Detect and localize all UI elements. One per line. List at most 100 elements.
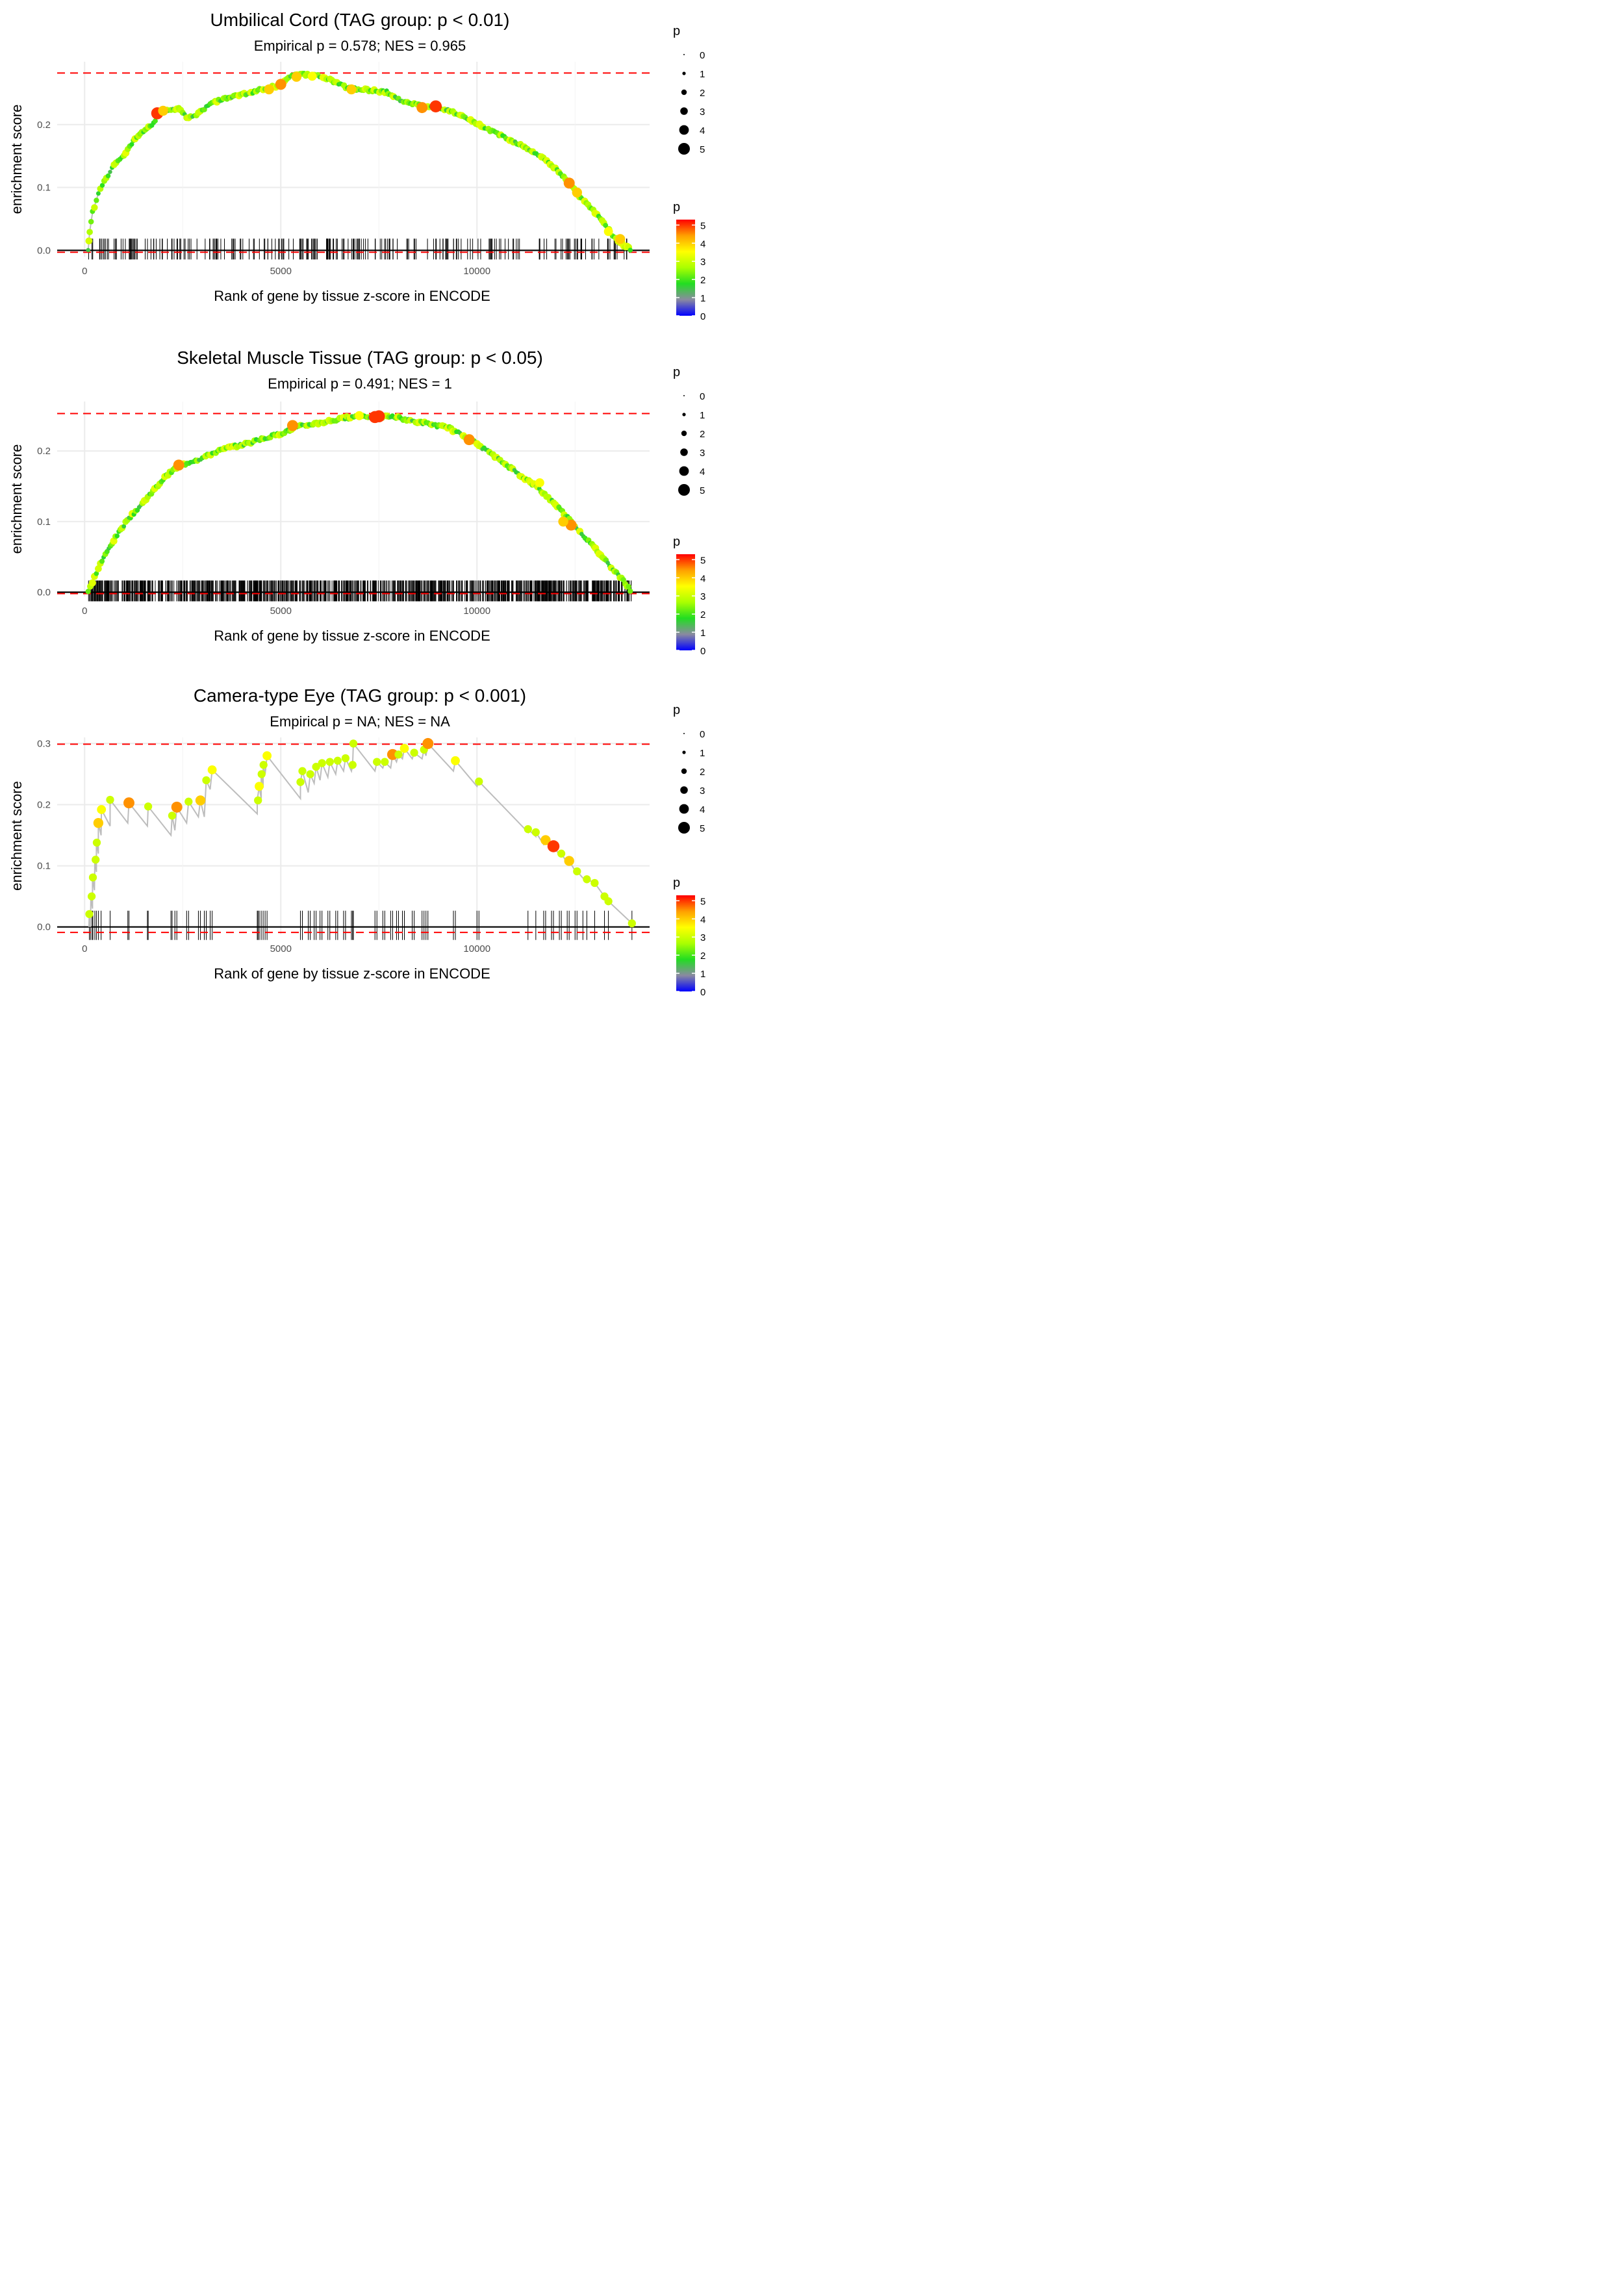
data-point	[114, 533, 120, 539]
highlight-point	[275, 79, 286, 90]
data-point	[86, 248, 90, 253]
size-legend-key	[679, 125, 689, 135]
data-point	[627, 588, 633, 594]
data-point	[85, 237, 93, 245]
size-legend-label: 1	[700, 410, 705, 421]
highlight-point	[572, 187, 582, 198]
highlight-point	[628, 919, 636, 928]
highlight-point	[349, 739, 358, 748]
x-tick-label: 0	[82, 943, 87, 954]
x-axis-label: Rank of gene by tissue z-score in ENCODE	[214, 628, 490, 644]
size-legend-key	[679, 804, 689, 814]
chart-panel-1: Umbilical Cord (TAG group: p < 0.01) Empi…	[8, 10, 650, 304]
color-legend-title: p	[673, 535, 680, 549]
size-legend-key	[682, 413, 686, 416]
y-tick-label: 0.0	[37, 922, 51, 933]
y-tick-label: 0.0	[37, 245, 51, 256]
size-legend-key	[682, 750, 686, 754]
y-tick-label: 0.3	[37, 738, 51, 749]
highlight-point	[475, 777, 483, 786]
data-point	[121, 524, 127, 529]
highlight-point	[615, 234, 626, 244]
legend-panel-2: p 0 1 2 3 4 5 p 5 4 3 2 1 0	[673, 365, 705, 657]
size-legend-key	[681, 768, 687, 774]
data-point	[88, 579, 96, 587]
y-axis-label: enrichment score	[8, 781, 25, 891]
highlight-point	[563, 177, 575, 189]
color-legend-label: 3	[700, 257, 705, 268]
size-legend-label: 1	[700, 748, 705, 759]
color-legend-title: p	[673, 200, 680, 214]
highlight-point	[97, 805, 107, 814]
highlight-point	[387, 748, 398, 760]
highlight-point	[87, 892, 96, 901]
size-legend-label: 0	[700, 50, 705, 61]
chart-title: Umbilical Cord (TAG group: p < 0.01)	[210, 10, 510, 30]
highlight-point	[171, 801, 183, 813]
size-legend-key	[681, 89, 687, 96]
size-legend-key	[683, 54, 685, 55]
size-legend-label: 0	[700, 729, 705, 740]
data-point	[99, 183, 105, 188]
color-legend-label: 5	[700, 555, 705, 566]
y-axis-label: enrichment score	[8, 105, 25, 214]
y-axis-label: enrichment score	[8, 444, 25, 554]
highlight-point	[410, 748, 418, 757]
chart-subtitle: Empirical p = 0.578; NES = 0.965	[254, 38, 466, 54]
highlight-point	[93, 818, 104, 828]
color-legend-label: 4	[700, 573, 705, 584]
highlight-point	[88, 873, 97, 882]
highlight-point	[451, 756, 460, 765]
figure: Umbilical Cord (TAG group: p < 0.01) Empi…	[0, 0, 715, 1001]
color-legend-label: 0	[700, 646, 705, 657]
color-legend-label: 3	[700, 591, 705, 602]
color-legend-label: 0	[700, 311, 705, 322]
curve-points	[85, 410, 633, 594]
color-bar	[676, 220, 695, 316]
size-legend-label: 0	[700, 391, 705, 402]
minor-grid	[182, 737, 576, 934]
color-legend-title: p	[673, 876, 680, 890]
x-tick-label: 5000	[270, 943, 292, 954]
size-legend-label: 4	[700, 125, 705, 136]
color-legend-label: 2	[700, 951, 705, 962]
color-legend-label: 2	[700, 609, 705, 620]
size-legend-key	[678, 484, 690, 496]
highlight-point	[254, 796, 262, 805]
x-axis-label: Rank of gene by tissue z-score in ENCODE	[214, 965, 490, 982]
size-legend-key	[678, 143, 690, 155]
size-legend-label: 4	[700, 804, 705, 815]
highlight-point	[355, 411, 364, 420]
highlight-point	[346, 84, 357, 95]
highlight-point	[262, 751, 272, 761]
color-bar	[676, 554, 695, 650]
size-legend-label: 2	[700, 429, 705, 440]
size-legend-key	[678, 822, 690, 834]
size-legend-title: p	[673, 24, 680, 38]
highlight-point	[341, 754, 350, 763]
size-legend-key	[680, 448, 688, 456]
chart-panel-2: Skeletal Muscle Tissue (TAG group: p < 0…	[8, 348, 650, 644]
data-point	[129, 142, 134, 147]
highlight-point	[565, 519, 577, 531]
x-tick-label: 10000	[463, 266, 490, 277]
highlight-point	[184, 797, 193, 806]
enrichment-curve	[87, 415, 633, 593]
highlight-point	[264, 84, 274, 95]
highlight-point	[307, 71, 317, 81]
size-legend-label: 2	[700, 88, 705, 99]
highlight-point	[296, 778, 305, 786]
data-point	[86, 229, 93, 235]
color-legend-label: 1	[700, 969, 705, 980]
color-legend-label: 0	[700, 987, 705, 998]
highlight-point	[540, 835, 551, 845]
data-point	[108, 170, 112, 174]
y-tick-label: 0.2	[37, 120, 51, 131]
highlight-point	[603, 227, 613, 236]
highlight-point	[291, 71, 302, 82]
highlight-point	[106, 795, 114, 804]
data-point	[94, 198, 99, 203]
highlight-point	[318, 759, 326, 767]
curve-points	[85, 737, 636, 928]
color-bar	[676, 895, 695, 991]
